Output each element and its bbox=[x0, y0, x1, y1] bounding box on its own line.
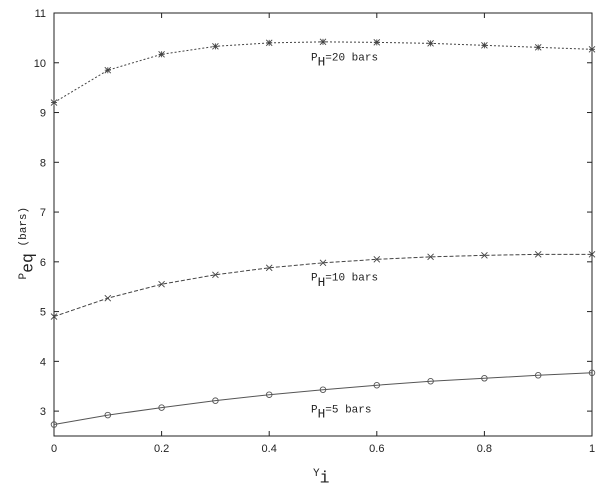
label-sub: H bbox=[318, 275, 326, 290]
series-label: PH=10 bars bbox=[311, 273, 378, 290]
label-main: P bbox=[311, 273, 318, 285]
marker bbox=[158, 280, 165, 288]
series-label: PH=5 bars bbox=[311, 405, 371, 422]
label-sub: H bbox=[318, 54, 326, 69]
y-tick-label: 8 bbox=[40, 157, 46, 169]
y-tick-label: 10 bbox=[34, 58, 46, 70]
series-line bbox=[53, 372, 593, 426]
label-main: P bbox=[311, 52, 318, 64]
y-tick-label: 7 bbox=[40, 207, 46, 219]
marker bbox=[534, 251, 542, 258]
marker bbox=[104, 294, 112, 302]
y-tick-label: 4 bbox=[40, 356, 46, 368]
x-tick-label: 0.6 bbox=[369, 443, 384, 455]
y-tick-label: 3 bbox=[40, 406, 46, 418]
marker bbox=[265, 264, 273, 272]
x-tick-label: 0 bbox=[51, 443, 57, 455]
label-text: =10 bars bbox=[325, 273, 378, 285]
marker bbox=[158, 50, 165, 58]
marker bbox=[265, 39, 273, 47]
series-label: PH=20 bars bbox=[311, 52, 378, 69]
label-sub: i bbox=[320, 469, 330, 488]
x-tick-label: 0.8 bbox=[477, 443, 492, 455]
marker bbox=[319, 259, 327, 267]
x-tick-label: 0.2 bbox=[154, 443, 169, 455]
y-tick-label: 11 bbox=[35, 8, 46, 20]
marker bbox=[50, 99, 58, 106]
marker bbox=[534, 372, 542, 379]
plot-frame bbox=[53, 12, 593, 437]
marker bbox=[104, 411, 112, 419]
marker bbox=[373, 256, 381, 263]
label-main: Y bbox=[313, 468, 320, 480]
marker bbox=[319, 38, 327, 46]
label-main: P bbox=[311, 405, 318, 417]
label-text: =20 bars bbox=[325, 52, 378, 64]
label-text: (bars) bbox=[18, 207, 30, 253]
label-text: =5 bars bbox=[325, 405, 371, 417]
x-tick-label: 0.4 bbox=[262, 443, 277, 455]
x-axis-label: Yi bbox=[313, 468, 330, 488]
marker bbox=[481, 42, 488, 49]
y-tick-label: 5 bbox=[40, 307, 46, 319]
series-line bbox=[53, 253, 592, 318]
marker bbox=[265, 391, 273, 398]
marker bbox=[588, 251, 596, 258]
marker bbox=[427, 40, 434, 47]
label-sub: eq bbox=[19, 253, 38, 273]
marker bbox=[158, 404, 165, 411]
marker bbox=[319, 386, 327, 393]
marker bbox=[481, 252, 488, 259]
x-tick-label: 1 bbox=[589, 443, 595, 455]
marker bbox=[50, 421, 58, 428]
y-axis-label: Peq (bars) bbox=[18, 207, 38, 280]
marker bbox=[104, 66, 112, 74]
y-tick-label: 9 bbox=[40, 108, 46, 120]
marker bbox=[212, 271, 219, 279]
marker bbox=[588, 369, 596, 377]
label-main: P bbox=[18, 273, 30, 280]
marker bbox=[212, 43, 219, 50]
marker bbox=[427, 378, 434, 385]
marker bbox=[212, 397, 219, 404]
marker bbox=[534, 44, 542, 51]
marker bbox=[373, 381, 381, 389]
marker bbox=[427, 253, 434, 261]
y-tick-label: 6 bbox=[40, 257, 46, 269]
series-line bbox=[53, 41, 593, 104]
marker bbox=[373, 39, 381, 46]
label-sub: H bbox=[318, 407, 326, 422]
marker bbox=[50, 313, 58, 320]
marker bbox=[588, 46, 596, 53]
marker bbox=[481, 375, 488, 382]
